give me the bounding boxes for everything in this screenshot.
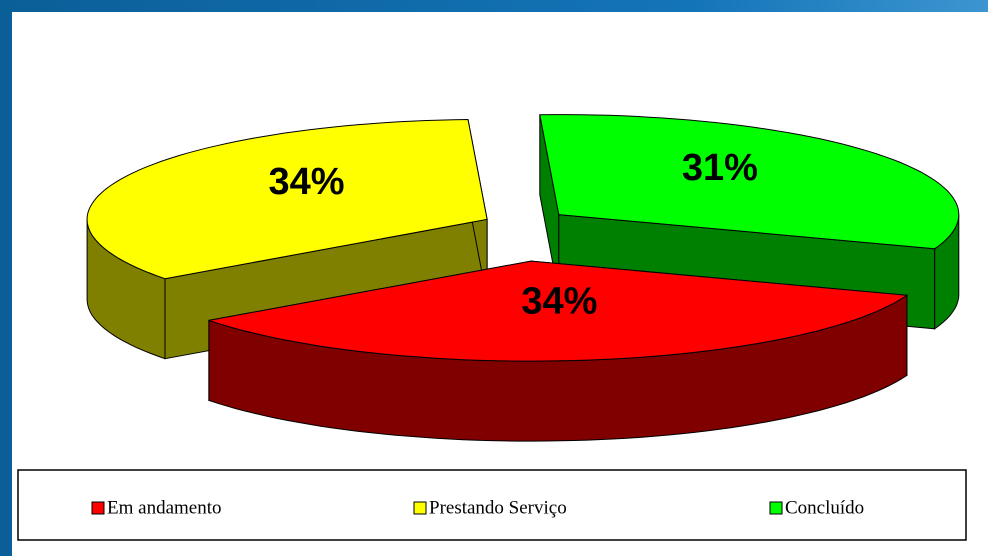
slice	[86, 118, 488, 280]
data-label: 31%	[682, 147, 758, 189]
data-label: 34%	[521, 281, 597, 323]
legend-swatch	[413, 501, 427, 515]
legend-swatch	[91, 501, 105, 515]
legend-box	[17, 469, 967, 541]
legend-swatch	[769, 501, 783, 515]
data-label: 34%	[268, 161, 344, 203]
legend-label: Concluído	[785, 497, 864, 518]
slice	[208, 260, 909, 362]
legend-label: Prestando Serviço	[429, 497, 567, 518]
legend-label: Em andamento	[107, 497, 222, 518]
slice	[539, 114, 960, 250]
